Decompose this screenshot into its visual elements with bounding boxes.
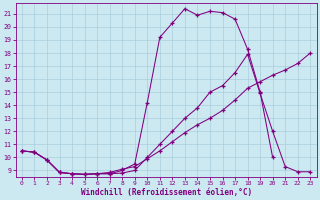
X-axis label: Windchill (Refroidissement éolien,°C): Windchill (Refroidissement éolien,°C) <box>81 188 252 197</box>
